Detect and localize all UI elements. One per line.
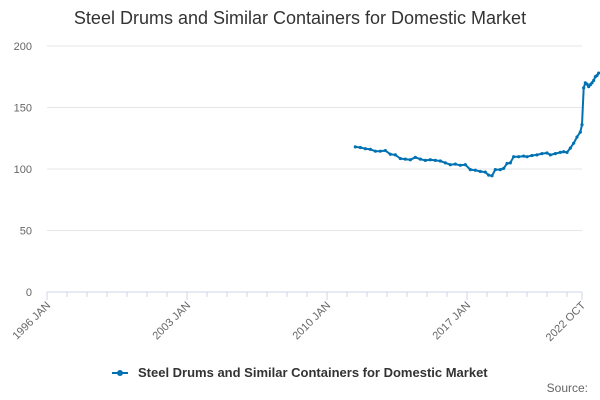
data-point[interactable] <box>368 147 372 151</box>
data-point[interactable] <box>388 152 392 156</box>
data-point[interactable] <box>558 150 562 154</box>
data-point[interactable] <box>483 170 487 174</box>
data-point[interactable] <box>393 153 397 157</box>
data-point[interactable] <box>490 174 494 178</box>
data-point[interactable] <box>423 158 427 162</box>
series-line[interactable] <box>355 72 600 177</box>
data-point[interactable] <box>413 155 417 159</box>
data-point[interactable] <box>363 147 367 151</box>
data-point[interactable] <box>525 155 529 159</box>
data-point[interactable] <box>453 162 457 166</box>
data-point[interactable] <box>463 163 467 167</box>
data-point[interactable] <box>582 86 586 90</box>
data-point[interactable] <box>493 168 497 172</box>
data-point[interactable] <box>418 157 422 161</box>
data-point[interactable] <box>595 73 599 78</box>
data-point[interactable] <box>498 168 502 172</box>
series-layer <box>353 71 600 178</box>
data-point[interactable] <box>468 168 472 172</box>
data-point[interactable] <box>443 161 447 165</box>
legend[interactable]: Steel Drums and Similar Containers for D… <box>0 364 600 380</box>
data-point[interactable] <box>378 149 382 153</box>
data-point[interactable] <box>358 145 362 150</box>
source-credit[interactable]: Source: <box>546 381 588 395</box>
data-point[interactable] <box>448 163 452 167</box>
data-point[interactable] <box>548 153 552 157</box>
data-point[interactable] <box>545 151 549 155</box>
data-point[interactable] <box>458 163 462 167</box>
data-point[interactable] <box>487 173 491 177</box>
data-point[interactable] <box>540 152 544 156</box>
y-tick-label: 200 <box>14 41 32 53</box>
data-point[interactable] <box>553 152 557 156</box>
data-point[interactable] <box>568 146 572 150</box>
data-point[interactable] <box>575 135 579 139</box>
legend-swatch <box>112 367 129 379</box>
data-point[interactable] <box>408 158 412 162</box>
data-point[interactable] <box>592 78 596 83</box>
x-tick-label: 2022 OCT <box>544 299 589 344</box>
data-point[interactable] <box>398 156 402 161</box>
data-point[interactable] <box>535 153 539 157</box>
x-tick-label: 2003 JAN <box>150 300 193 343</box>
y-tick-label: 0 <box>26 287 32 299</box>
data-point[interactable] <box>597 71 600 75</box>
data-point[interactable] <box>572 141 576 145</box>
data-point[interactable] <box>373 149 377 153</box>
y-axis: 0 50 100 150 200 <box>14 41 32 299</box>
data-point[interactable] <box>353 145 357 149</box>
data-point[interactable] <box>585 82 589 86</box>
y-tick-label: 150 <box>14 103 32 115</box>
data-point[interactable] <box>565 150 569 154</box>
data-point[interactable] <box>383 148 387 153</box>
x-tick-label: 1996 JAN <box>10 300 53 343</box>
y-tick-label: 50 <box>20 226 32 238</box>
data-point[interactable] <box>508 161 512 165</box>
legend-item-label: Steel Drums and Similar Containers for D… <box>137 365 488 381</box>
data-point[interactable] <box>512 155 516 159</box>
data-point[interactable] <box>578 130 582 134</box>
data-point[interactable] <box>522 154 526 158</box>
data-point[interactable] <box>438 159 442 163</box>
data-point[interactable] <box>590 81 594 85</box>
chart-title: Steel Drums and Similar Containers for D… <box>73 8 527 28</box>
x-axis: 1996 JAN 2003 JAN 2010 JAN 2017 JAN 2022 OCT <box>10 291 589 344</box>
data-point[interactable] <box>580 123 584 127</box>
data-point[interactable] <box>433 158 437 162</box>
data-point[interactable] <box>473 168 477 172</box>
data-point[interactable] <box>505 161 509 166</box>
x-tick-label: 2017 JAN <box>430 300 473 343</box>
x-tick-label: 2010 JAN <box>290 300 333 343</box>
data-point[interactable] <box>403 157 407 161</box>
y-tick-label: 100 <box>14 164 32 176</box>
data-point[interactable] <box>562 150 566 154</box>
data-point[interactable] <box>502 166 506 170</box>
data-point[interactable] <box>530 153 534 158</box>
data-point[interactable] <box>478 169 482 174</box>
data-point[interactable] <box>428 158 432 162</box>
data-point[interactable] <box>517 155 521 159</box>
